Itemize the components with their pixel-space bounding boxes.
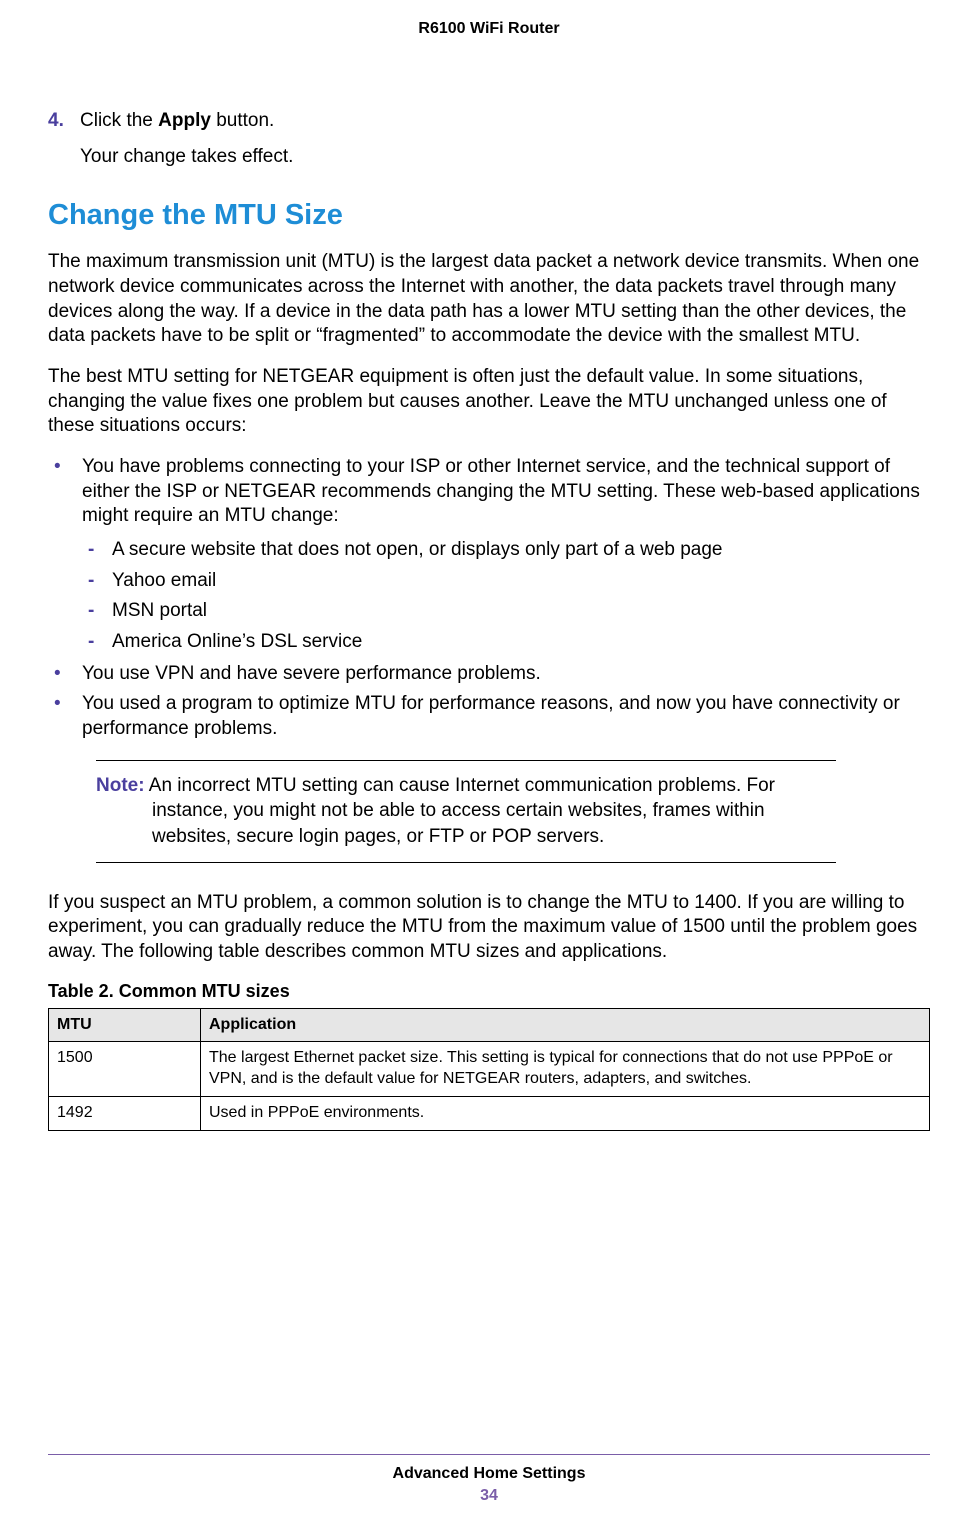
table-row: 1500The largest Ethernet packet size. Th… [49, 1042, 930, 1097]
step-number: 4. [48, 108, 64, 134]
list-item: You used a program to optimize MTU for p… [48, 692, 930, 741]
bullet-list: You have problems connecting to your ISP… [48, 455, 930, 742]
step-result: Your change takes effect. [80, 144, 930, 170]
table-cell-application: Used in PPPoE environments. [201, 1096, 930, 1130]
running-header: R6100 WiFi Router [48, 0, 930, 108]
list-item: You use VPN and have severe performance … [48, 662, 930, 687]
para-3: If you suspect an MTU problem, a common … [48, 891, 930, 965]
table-cell-application: The largest Ethernet packet size. This s… [201, 1042, 930, 1097]
section-title: Change the MTU Size [48, 199, 930, 232]
note-text: An incorrect MTU setting can cause Inter… [145, 775, 775, 847]
mtu-table: MTU Application 1500The largest Ethernet… [48, 1008, 930, 1131]
note-label: Note: [96, 775, 145, 796]
list-item: You have problems connecting to your ISP… [48, 455, 930, 655]
list-item-text: You use VPN and have severe performance … [82, 663, 541, 684]
page-footer: Advanced Home Settings 34 [0, 1454, 978, 1505]
sub-list: A secure website that does not open, or … [82, 537, 930, 655]
list-item-text: You used a program to optimize MTU for p… [82, 693, 900, 739]
list-item-text: You have problems connecting to your ISP… [82, 456, 920, 526]
table-cell-mtu: 1500 [49, 1042, 201, 1097]
table-header-mtu: MTU [49, 1008, 201, 1042]
footer-page-number: 34 [0, 1487, 978, 1505]
sub-list-item: MSN portal [82, 598, 930, 625]
sub-list-item: A secure website that does not open, or … [82, 537, 930, 564]
table-row: 1492Used in PPPoE environments. [49, 1096, 930, 1130]
sub-list-item: America Online’s DSL service [82, 629, 930, 656]
note-body: Note: An incorrect MTU setting can cause… [96, 761, 836, 862]
step-text-prefix: Click the [80, 110, 158, 131]
step-line: 4. Click the Apply button. [48, 108, 930, 134]
footer-title: Advanced Home Settings [0, 1465, 978, 1483]
step-text-bold: Apply [158, 110, 211, 131]
table-header-application: Application [201, 1008, 930, 1042]
table-cell-mtu: 1492 [49, 1096, 201, 1130]
table-header-row: MTU Application [49, 1008, 930, 1042]
para-2: The best MTU setting for NETGEAR equipme… [48, 365, 930, 439]
step-text-suffix: button. [211, 110, 274, 131]
table-caption: Table 2. Common MTU sizes [48, 981, 930, 1002]
footer-rule [48, 1454, 930, 1455]
note-rule-bottom [96, 862, 836, 863]
para-1: The maximum transmission unit (MTU) is t… [48, 250, 930, 349]
sub-list-item: Yahoo email [82, 568, 930, 595]
note-block: Note: An incorrect MTU setting can cause… [96, 760, 836, 863]
